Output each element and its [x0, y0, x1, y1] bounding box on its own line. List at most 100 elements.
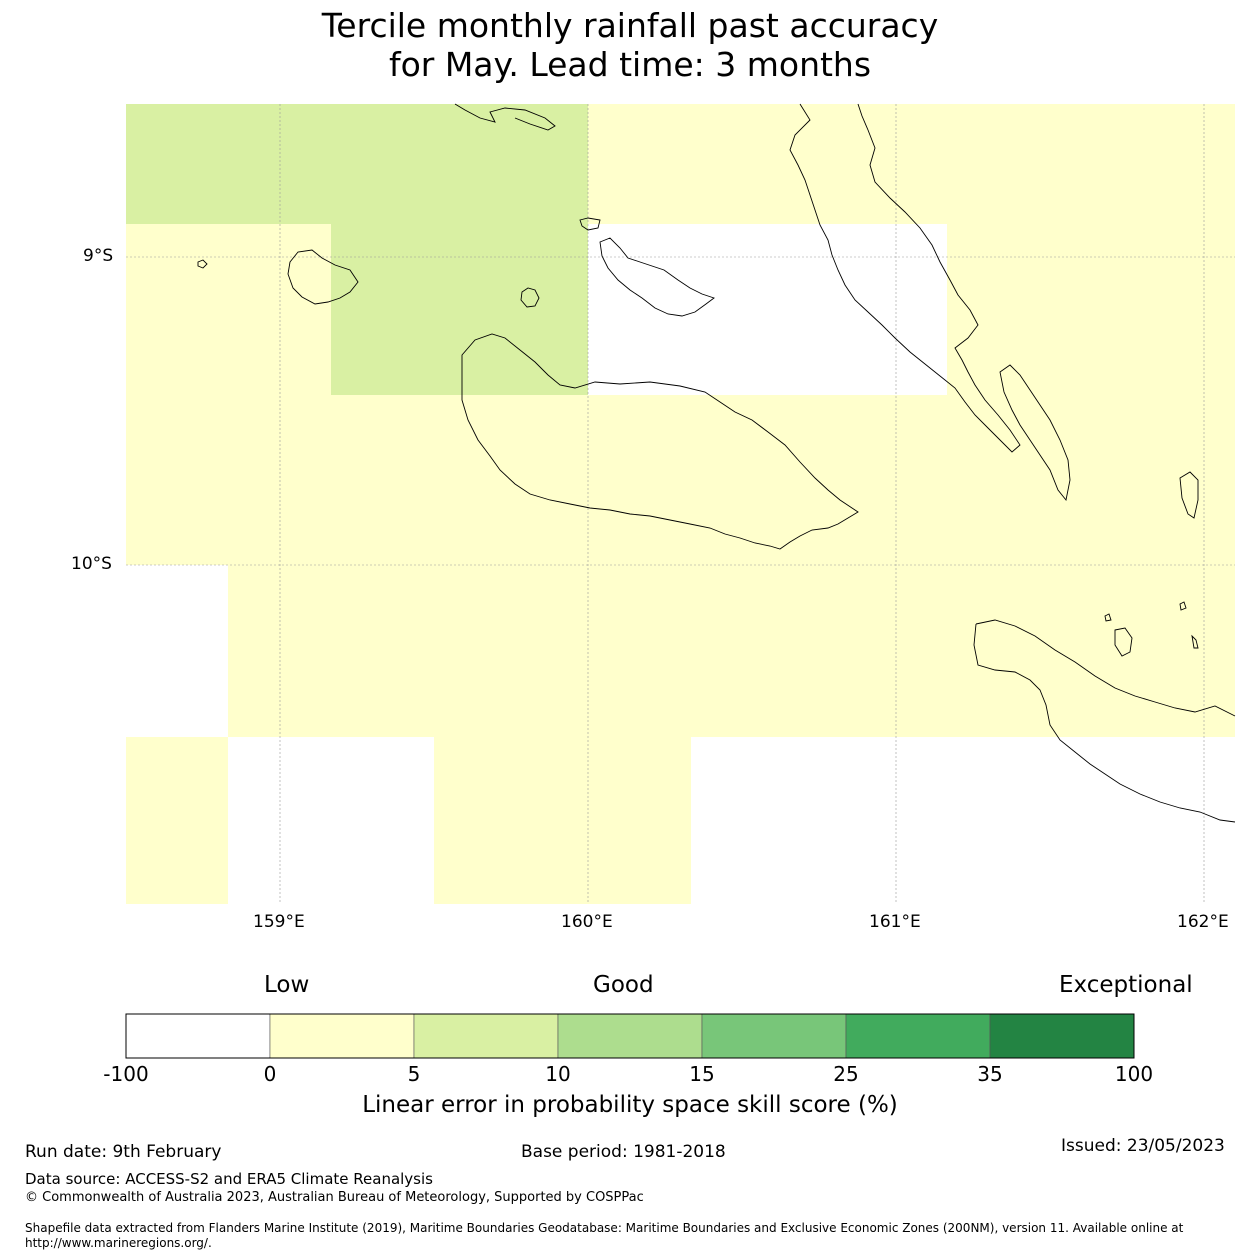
skill-cell: [1204, 395, 1235, 565]
colorbar-segment: [701, 1013, 847, 1059]
coastline-island-southeast: [1114, 627, 1133, 657]
skill-cell: [1050, 395, 1153, 565]
coastline-florida-islands: [287, 249, 359, 305]
skill-cell: [126, 737, 228, 904]
skill-cell: [228, 224, 331, 395]
skill-cell: [126, 395, 228, 565]
coastlines: [197, 103, 1236, 823]
coastline-island-central: [520, 287, 540, 308]
colorbar: [125, 1013, 1135, 1059]
skill-cell: [691, 224, 794, 395]
skill-cell: [588, 224, 691, 395]
chart-title-line-1: Tercile monthly rainfall past accuracy: [321, 6, 939, 45]
skill-cell: [794, 565, 844, 737]
skill-cell: [588, 395, 691, 565]
colorbar-frame: [125, 1013, 1135, 1059]
lat-label-10S: 10°S: [71, 554, 112, 574]
shapefile-credit-line-1: Shapefile data extracted from Flanders M…: [25, 1221, 1184, 1235]
skill-cell: [691, 565, 794, 737]
colorbar-word-exceptional: Exceptional: [1059, 972, 1193, 998]
skill-cell: [691, 104, 794, 224]
colorbar-tick: 15: [689, 1062, 715, 1086]
skill-cell: [844, 395, 947, 565]
skill-cell: [228, 737, 331, 904]
coastline-malaita: [789, 103, 1021, 453]
skill-cell: [844, 104, 947, 224]
coastline-islet-north: [579, 217, 601, 231]
colorbar-tick: 25: [833, 1062, 859, 1086]
lon-label-160E: 160°E: [561, 912, 613, 932]
skill-cell: [434, 104, 588, 224]
chart-title-line-2: for May. Lead time: 3 months: [388, 45, 872, 84]
coastline-north-strip: [454, 103, 556, 131]
skill-cell: [331, 737, 434, 904]
skill-cell: [331, 224, 434, 395]
lon-label-162E: 162°E: [1177, 912, 1229, 932]
skill-cell: [434, 224, 588, 395]
skill-cell: [844, 565, 947, 737]
skill-cell: [126, 224, 228, 395]
skill-cell: [434, 737, 588, 904]
skill-cell: [434, 565, 588, 737]
skill-cell: [794, 395, 844, 565]
skill-cell: [228, 395, 331, 565]
lon-label-161E: 161°E: [869, 912, 921, 932]
skill-cell: [1153, 224, 1204, 395]
skill-cell: [1050, 224, 1153, 395]
colorbar-segment: [269, 1013, 415, 1059]
coastline-guadalcanal: [461, 333, 859, 550]
run-date: Run date: 9th February: [25, 1142, 222, 1162]
coastline-island-east: [1179, 471, 1199, 519]
colorbar-tick: 100: [1114, 1062, 1154, 1086]
skill-cell: [1204, 224, 1235, 395]
skill-cell: [1050, 565, 1153, 737]
skill-cell: [331, 565, 434, 737]
copyright: © Commonwealth of Australia 2023, Austra…: [25, 1190, 644, 1205]
skill-cell: [691, 395, 794, 565]
colorbar-segment: [989, 1013, 1135, 1059]
coastline-islet-southeast: [1179, 601, 1187, 611]
skill-cell: [794, 224, 844, 395]
coastline-makira: [973, 619, 1236, 823]
colorbar-tick: 35: [977, 1062, 1003, 1086]
skill-cell: [1050, 104, 1153, 224]
skill-cell: [691, 737, 794, 904]
skill-cell: [844, 737, 947, 904]
skill-cell: [228, 565, 331, 737]
skill-cell: [331, 395, 434, 565]
skill-cell: [794, 104, 844, 224]
colorbar-label: Linear error in probability space skill …: [362, 1092, 898, 1118]
skill-cell: [947, 224, 1050, 395]
lon-label-159E: 159°E: [253, 912, 305, 932]
coastline-islet-southeast-2: [1104, 613, 1112, 622]
colorbar-segment: [845, 1013, 991, 1059]
coastline-ngella: [599, 237, 715, 317]
skill-cell: [228, 104, 331, 224]
skill-cell: [1050, 737, 1153, 904]
issued-date: Issued: 23/05/2023: [1061, 1136, 1225, 1156]
skill-cell: [947, 104, 1050, 224]
colorbar-word-low: Low: [264, 972, 310, 998]
skill-cell: [588, 565, 691, 737]
colorbar-segment: [125, 1013, 271, 1059]
skill-cell: [844, 224, 947, 395]
skill-cell: [126, 104, 228, 224]
skill-cell: [588, 104, 691, 224]
shapefile-credit-line-2: http://www.marineregions.org/.: [25, 1236, 212, 1250]
skill-cell: [1204, 565, 1235, 737]
skill-cell: [794, 737, 844, 904]
skill-cell: [588, 737, 691, 904]
colorbar-tick: 10: [545, 1062, 571, 1086]
colorbar-segment: [413, 1013, 559, 1059]
coastline-small-malaita: [999, 364, 1071, 502]
skill-cell: [947, 565, 1050, 737]
graticule: [126, 104, 1235, 904]
skill-cell: [947, 395, 1050, 565]
lat-label-9S: 9°S: [83, 246, 114, 266]
skill-cell: [331, 104, 434, 224]
skill-cell: [1153, 737, 1204, 904]
colorbar-tick: 5: [407, 1062, 421, 1086]
skill-cell: [947, 737, 1050, 904]
skill-cell: [1153, 104, 1204, 224]
